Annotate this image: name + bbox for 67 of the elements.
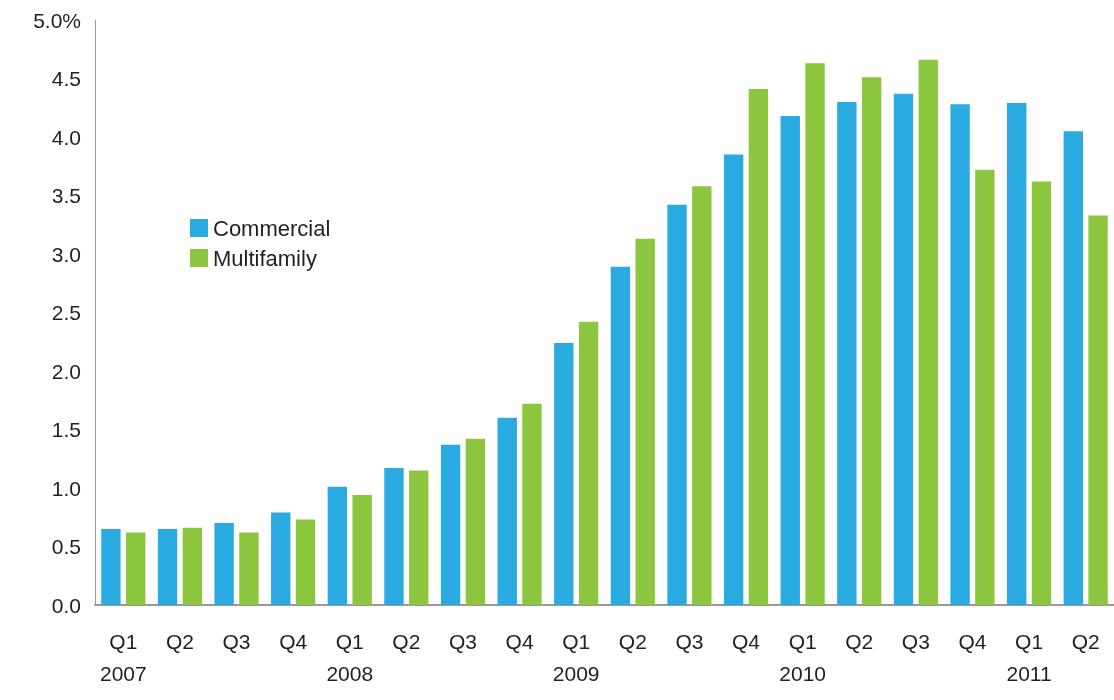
bar (610, 266, 631, 605)
bar (239, 532, 259, 605)
bar (465, 438, 486, 605)
y-tick-label: 5.0% (33, 8, 81, 32)
bar (780, 115, 800, 605)
x-tick-label: Q3 (675, 629, 704, 653)
bar (837, 101, 857, 605)
bar (126, 532, 146, 605)
y-tick-label: 3.0 (51, 242, 81, 266)
bar (409, 470, 429, 605)
bar (352, 495, 372, 605)
x-tick-label: Q4 (958, 629, 987, 653)
bar (271, 512, 291, 605)
x-tick-label: Q3 (901, 629, 930, 653)
bar (692, 186, 712, 605)
x-tick-label: Q4 (732, 629, 761, 653)
x-tick-label: Q1 2008 (326, 629, 374, 685)
x-tick-label: Q1 2007 (99, 629, 147, 685)
y-tick-label: 1.0 (51, 476, 81, 500)
bar (1063, 131, 1083, 605)
y-tick-label: 2.5 (51, 301, 81, 324)
bar (157, 528, 178, 605)
bar (918, 59, 938, 605)
bar (440, 444, 461, 605)
x-tick-label: Q2 (165, 629, 194, 653)
bar (950, 104, 970, 605)
legend-label: Multifamily (213, 245, 317, 271)
x-tick-label: Q1 2010 (779, 629, 826, 685)
bar (748, 89, 769, 605)
bar (975, 169, 995, 605)
y-tick-label: 4.0 (51, 125, 81, 149)
x-tick-label: Q2 (1071, 629, 1100, 653)
bar (1007, 103, 1027, 605)
y-tick-label: 2.0 (51, 359, 81, 383)
x-tick-label: Q2 (392, 629, 421, 653)
bar (554, 342, 574, 605)
y-tick-label: 0.5 (51, 535, 81, 558)
x-tick-label: Q3 (222, 629, 251, 653)
x-tick-label: Q2 (845, 629, 874, 653)
bar (214, 523, 234, 605)
bar (893, 93, 914, 605)
bar (723, 154, 744, 605)
bar (1031, 181, 1052, 605)
bar (101, 528, 121, 605)
y-tick-label: 3.5 (51, 184, 81, 207)
bar (861, 77, 882, 605)
bar (327, 486, 348, 605)
x-tick-label: Q2 (618, 629, 647, 653)
x-tick-label: Q3 (448, 629, 477, 653)
x-tick-label: Q1 2009 (552, 629, 600, 685)
bar (1088, 215, 1108, 605)
legend-label: Commercial (213, 215, 331, 241)
bar (182, 527, 202, 605)
bar (805, 63, 825, 605)
bar (384, 468, 404, 605)
bar (522, 403, 542, 605)
bar (295, 519, 316, 605)
bar (497, 417, 517, 605)
x-tick-label: Q1 2011 (1006, 629, 1052, 685)
y-tick-label: 0.0 (51, 593, 81, 617)
y-tick-label: 1.5 (51, 418, 81, 441)
bar (578, 321, 599, 605)
x-tick-label: Q4 (505, 629, 534, 653)
y-tick-label: 4.5 (51, 67, 81, 90)
bar (635, 238, 655, 605)
x-tick-label: Q4 (279, 629, 308, 653)
bar (667, 204, 687, 605)
